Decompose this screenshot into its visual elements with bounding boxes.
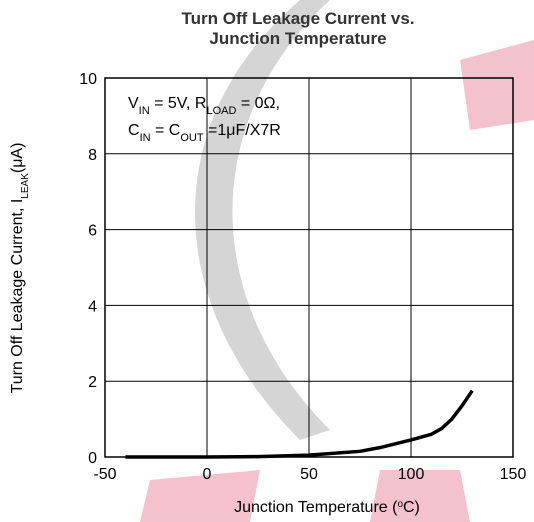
x-tick-label: -50	[93, 466, 116, 483]
annotation-part: = 0Ω,	[236, 95, 280, 112]
chart-title: Junction Temperature	[209, 29, 386, 48]
x-tick-label: 100	[398, 466, 425, 483]
y-axis-label: Turn Off Leakage Current, ILEAK(μA)	[9, 143, 31, 394]
y-tick-label: 10	[79, 71, 97, 88]
plot-border	[104, 77, 514, 458]
y-axis-label-part: Turn Off Leakage Current, I	[9, 199, 26, 394]
annotation-part: IN	[140, 132, 151, 144]
y-tick-label: 6	[88, 223, 97, 240]
x-tick-label: 50	[300, 466, 318, 483]
annotation: CIN = COUT =1μF/X7R	[128, 122, 281, 144]
data-line	[125, 389, 474, 459]
watermark	[140, 0, 534, 522]
y-tick-label: 4	[88, 298, 97, 315]
annotation-part: =1μF/X7R	[204, 122, 281, 139]
annotation-part: = 5V, R	[150, 95, 207, 112]
chart-title: Turn Off Leakage Current vs.	[181, 9, 414, 28]
x-axis-label-part: o	[397, 499, 403, 510]
annotation-part: OUT	[180, 132, 204, 144]
y-tick-label: 0	[88, 450, 97, 467]
x-axis-label-part: C)	[403, 499, 420, 516]
annotation-part: IN	[139, 105, 150, 117]
y-tick-label: 8	[88, 147, 97, 164]
y-tick-label: 2	[88, 374, 97, 391]
annotation-part: C	[128, 122, 140, 139]
annotation-part: = C	[151, 122, 181, 139]
x-tick-label: 0	[203, 466, 212, 483]
annotation: VIN = 5V, RLOAD = 0Ω,	[128, 95, 280, 117]
y-axis-label-part: LEAK	[20, 173, 31, 199]
x-axis-label: Junction Temperature (oC)	[234, 499, 420, 517]
annotation-part: LOAD	[206, 105, 236, 117]
y-axis-label-part: (μA)	[9, 143, 26, 174]
x-tick-label: 150	[500, 466, 527, 483]
x-axis-label-part: Junction Temperature (	[234, 499, 398, 516]
annotation-part: V	[128, 95, 139, 112]
